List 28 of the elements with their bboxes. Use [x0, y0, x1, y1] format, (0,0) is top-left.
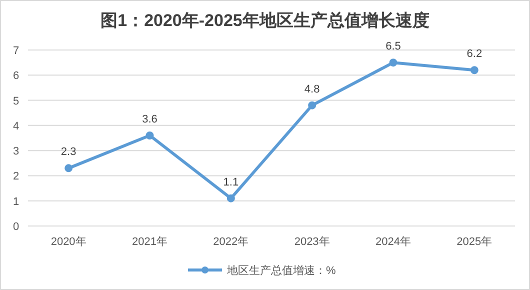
y-tick-label: 7: [12, 45, 20, 57]
y-tick-label: 3: [12, 146, 20, 158]
point: [389, 58, 398, 67]
x-tick-label: 2020年: [50, 236, 86, 248]
point: [308, 101, 316, 110]
x-tick-label: 2023年: [294, 236, 330, 248]
legend-label: 地区生产总值增速：%: [226, 264, 336, 277]
data-label: 6.5: [386, 40, 401, 53]
x-tick-label: 2025年: [456, 236, 492, 248]
data-label: 1.1: [223, 176, 239, 188]
point: [226, 194, 235, 202]
x-tick-label: 2021年: [132, 236, 168, 248]
data-label: 2.3: [60, 146, 76, 158]
point: [470, 66, 478, 74]
x-tick-label: 2022年: [213, 236, 249, 248]
point: [64, 164, 73, 172]
y-tick-label: 5: [12, 95, 20, 108]
data-label: 4.8: [304, 83, 320, 96]
chart-title: 图1：2020年-2025年地区生产总值增长速度: [100, 11, 430, 30]
y-tick-label: 2: [12, 170, 20, 183]
y-tick-label: 1: [12, 196, 20, 208]
y-tick-label: 4: [12, 120, 20, 132]
x-tick-label: 2024年: [376, 236, 411, 248]
data-label: 6.2: [466, 48, 482, 60]
point: [146, 131, 154, 140]
data-label: 3.6: [142, 113, 158, 126]
y-tick-label: 0: [12, 221, 20, 233]
y-tick-label: 6: [12, 70, 20, 82]
